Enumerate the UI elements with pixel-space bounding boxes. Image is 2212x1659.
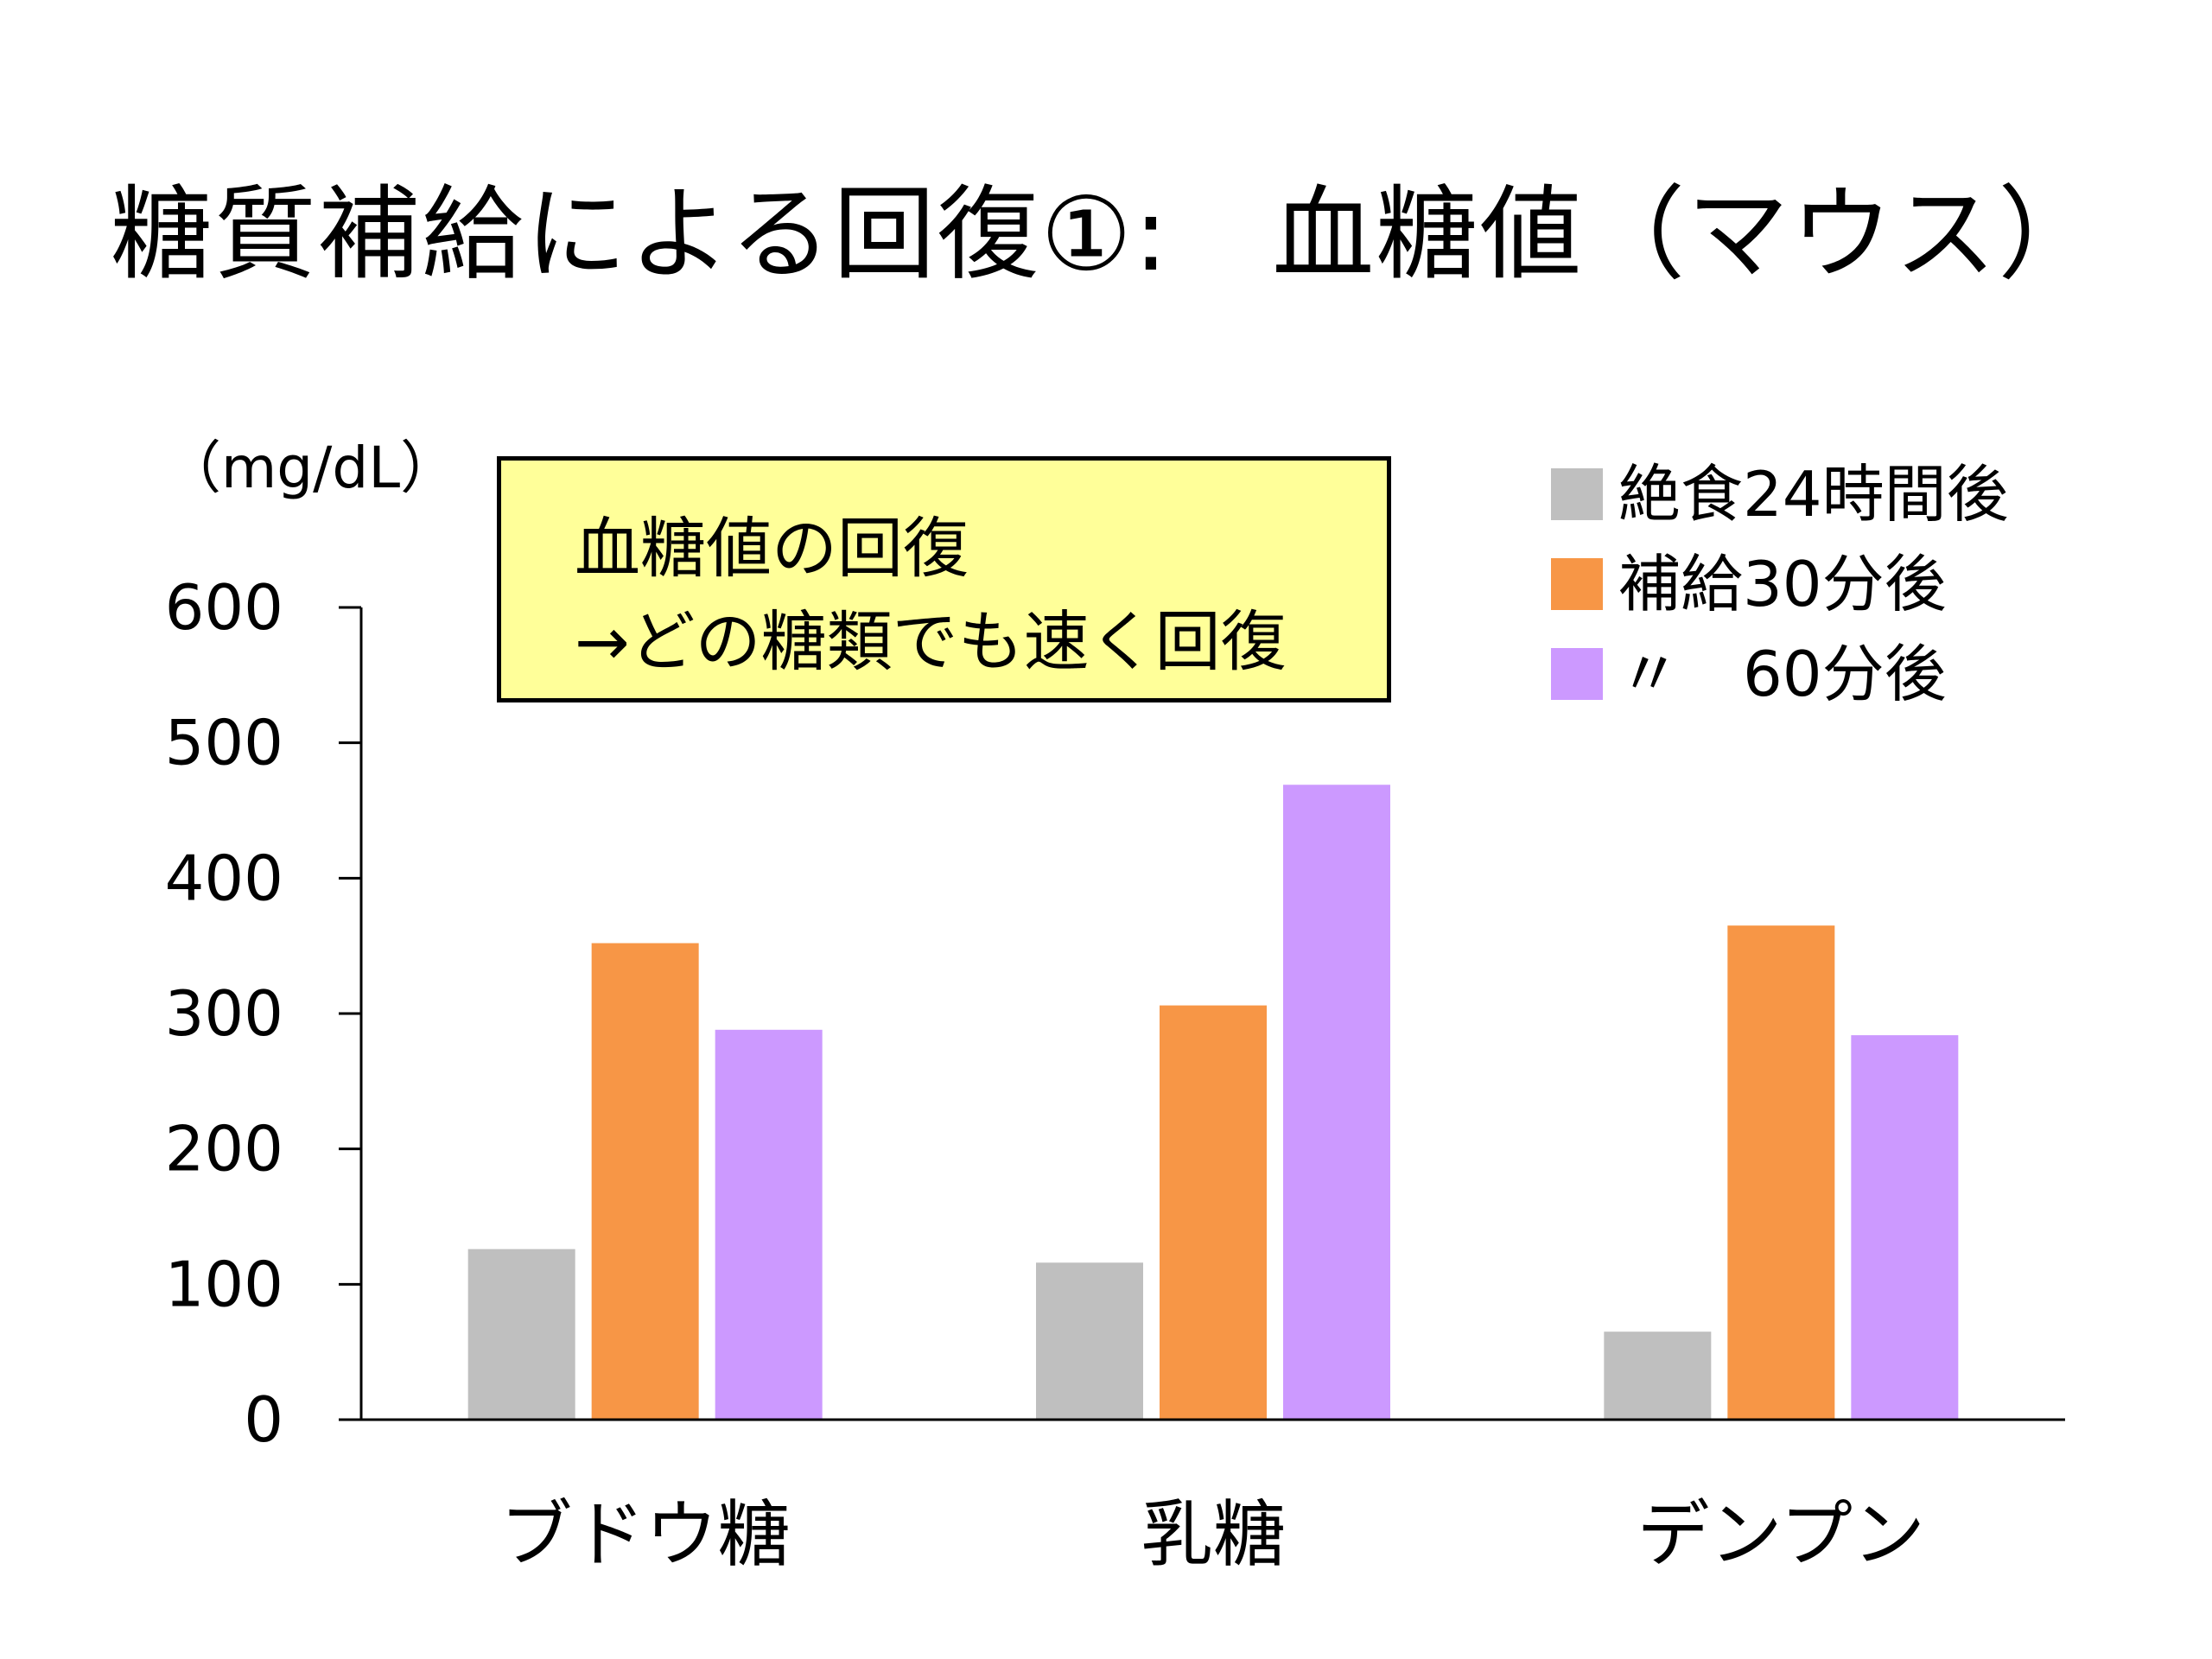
bar-1-0 [1036, 1262, 1143, 1420]
annotation-box: 血糖値の回復 →どの糖類でも速く回復 [497, 456, 1391, 702]
annotation-line-1: 血糖値の回復 [575, 510, 969, 587]
legend-swatch-30min [1551, 558, 1603, 610]
bar-0-0 [467, 1249, 575, 1420]
y-tick-label-0: 0 [244, 1383, 283, 1456]
legend-label-fasting: 絶食24時間後 [1618, 458, 2009, 531]
y-tick-label-5: 500 [165, 707, 283, 779]
bar-1-2 [1283, 785, 1390, 1420]
legend-label-60min: 〃 60分後 [1618, 638, 1947, 710]
x-tick-label-0: ブドウ糖 [500, 1492, 791, 1577]
y-tick-label-4: 400 [165, 842, 283, 914]
x-tick-label-2: デンプン [1637, 1492, 1925, 1577]
annotation-line-2: →どの糖類でも速く回復 [575, 603, 1287, 680]
slide-title: 糖質補給による回復①: 血糖値（マウス） [110, 175, 2102, 294]
y-tick-label-6: 600 [165, 571, 283, 644]
bar-2-1 [1727, 925, 1835, 1420]
legend-swatch-fasting [1551, 468, 1603, 520]
y-tick-label-3: 300 [165, 977, 283, 1050]
y-tick-label-2: 200 [165, 1113, 283, 1185]
x-tick-label-1: 乳糖 [1141, 1492, 1286, 1577]
legend-swatch-60min [1551, 648, 1603, 700]
y-tick-label-1: 100 [165, 1248, 283, 1320]
bar-1-1 [1160, 1005, 1267, 1420]
bar-2-2 [1851, 1035, 1959, 1420]
bar-0-2 [715, 1029, 823, 1420]
y-axis-unit-label: （mg/dL） [164, 435, 458, 501]
bar-0-1 [591, 943, 699, 1420]
legend-label-30min: 補給30分後 [1618, 548, 1947, 620]
bar-2-0 [1604, 1332, 1712, 1420]
